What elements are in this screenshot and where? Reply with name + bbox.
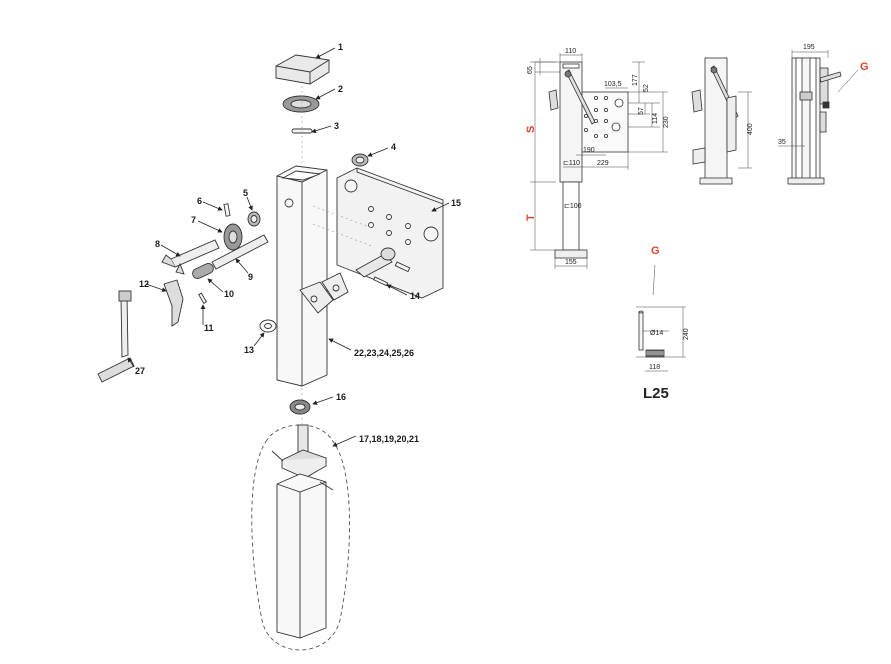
dim-103-5: 103,5	[604, 81, 622, 88]
part-pin-set	[355, 247, 411, 287]
dim-sq110: ⊏110	[563, 160, 580, 167]
part-crank-handle	[97, 290, 135, 383]
side-dimension-view: 400	[691, 57, 754, 185]
exploded-view	[97, 47, 450, 651]
model-label: L25	[643, 385, 669, 402]
dim-35: 35	[778, 139, 786, 146]
label-T: T	[525, 214, 537, 221]
callout-17-21: 17,18,19,20,21	[359, 434, 419, 444]
dim-57: 57	[638, 107, 645, 115]
callout-9: 9	[248, 272, 253, 282]
dim-177: 177	[632, 74, 639, 86]
part-washer	[351, 153, 369, 167]
part-bearing	[289, 399, 311, 415]
dim-sq100: ⊏100	[564, 203, 582, 210]
part-washer-13	[259, 319, 277, 333]
callout-4: 4	[391, 142, 396, 152]
dim-155: 155	[565, 259, 577, 266]
dim-d14: Ø14	[650, 330, 663, 337]
callout-3: 3	[334, 121, 339, 131]
callout-14: 14	[410, 291, 420, 301]
dim-114: 114	[652, 113, 659, 124]
callout-1: 1	[338, 42, 343, 52]
callout-22-26: 22,23,24,25,26	[354, 348, 414, 358]
leader-lines	[127, 47, 450, 447]
part-pin-6	[223, 203, 231, 217]
dim-195: 195	[803, 44, 815, 51]
callout-2: 2	[338, 84, 343, 94]
dim-230: 230	[663, 116, 670, 128]
part-bevel-gear-side	[223, 223, 243, 251]
callout-6: 6	[197, 196, 202, 206]
dim-240: 240	[683, 328, 690, 340]
callout-27: 27	[135, 366, 145, 376]
callout-5: 5	[243, 188, 248, 198]
callout-13: 13	[244, 345, 254, 355]
part-handle-lever	[163, 279, 184, 327]
dim-118: 118	[649, 364, 660, 371]
label-S: S	[525, 126, 537, 133]
front-dimension-view: 110 65 103,5 177 52 57 114 230 190 229 ⊏…	[525, 48, 670, 269]
part-mounting-plate	[336, 167, 444, 299]
dim-110-top: 110	[565, 48, 576, 55]
pin-detail: G Ø14 240 118 L25	[636, 245, 690, 402]
callout-10: 10	[224, 289, 234, 299]
callout-12: 12	[139, 279, 149, 289]
dim-52: 52	[643, 84, 650, 92]
callout-7: 7	[191, 215, 196, 225]
part-crank-shaft	[161, 239, 220, 275]
callout-16: 16	[336, 392, 346, 402]
part-pin-11	[198, 292, 207, 304]
dim-65: 65	[527, 66, 534, 74]
rear-dimension-view: 195 35 G	[778, 44, 869, 185]
part-cap	[275, 54, 330, 85]
label-G-rear: G	[860, 61, 869, 73]
dim-400: 400	[747, 123, 754, 135]
label-G-detail: G	[651, 245, 660, 257]
part-outer-tube	[276, 165, 349, 387]
part-spring	[192, 263, 214, 279]
dim-190: 190	[583, 147, 595, 154]
part-bushing	[247, 211, 261, 227]
part-inner-tube	[251, 424, 350, 651]
part-shaft	[211, 234, 269, 270]
dim-229: 229	[597, 160, 609, 167]
callout-labels: 1 2 3 4 5 6 7 8 9 10 11 12 13 14 15 16 1…	[135, 42, 461, 444]
callout-15: 15	[451, 198, 461, 208]
callout-11: 11	[204, 323, 214, 333]
part-bevel-gear-top	[282, 95, 320, 113]
callout-8: 8	[155, 239, 160, 249]
